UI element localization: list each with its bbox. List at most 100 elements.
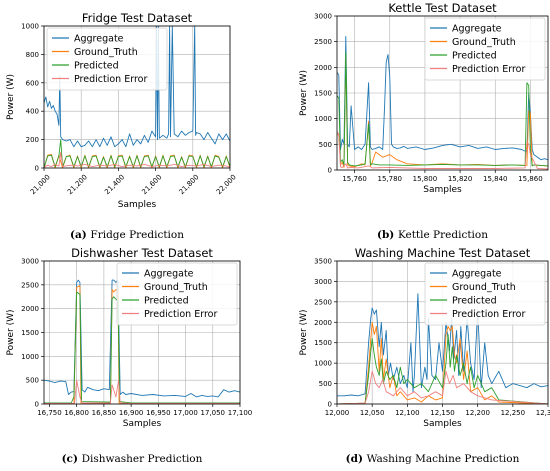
y-tick-label: 2000	[314, 64, 332, 72]
y-tick-label: 0	[328, 401, 332, 409]
series-line-predicted	[44, 139, 230, 168]
figure-caption: (d) Washing Machine Prediction	[346, 453, 520, 465]
series-line-predicted	[44, 291, 240, 404]
legend-box	[424, 17, 546, 81]
x-tick-label: 16,750	[37, 409, 62, 417]
y-tick-label: 500	[319, 141, 332, 149]
y-tick-label: 2000	[314, 319, 332, 327]
legend-entry: Ground_Truth	[74, 47, 138, 58]
series-line-ground-truth	[337, 321, 548, 404]
legend-entry: Ground_Truth	[452, 282, 516, 293]
x-axis-label: Samples	[123, 419, 162, 429]
x-axis-label: Samples	[118, 200, 157, 210]
y-tick-label: 1500	[314, 90, 332, 98]
series-line-aggregate	[44, 26, 230, 148]
x-tick-label: 21,000	[29, 173, 52, 196]
x-tick-label: 12,000	[325, 409, 350, 417]
chart-title: Dishwasher Test Dataset	[71, 246, 213, 260]
y-tick-label: 1000	[21, 353, 39, 361]
legend-entry: Predicted	[74, 60, 119, 71]
x-tick-label: 16,950	[146, 409, 171, 417]
legend-box	[424, 262, 546, 326]
caption-label: (d)	[346, 453, 367, 465]
series-line-predicted	[337, 51, 548, 167]
y-tick-label: 2000	[21, 305, 39, 313]
figure-caption: (a) Fridge Prediction	[70, 229, 184, 241]
y-tick-label: 1500	[314, 339, 332, 347]
x-tick-label: 17,050	[201, 409, 226, 417]
legend-entry: Prediction Error	[144, 309, 217, 320]
y-axis-label: Power (W)	[6, 310, 16, 356]
x-tick-label: 12,150	[430, 409, 455, 417]
series-line-prediction-error	[337, 370, 548, 404]
series-line-prediction-error	[44, 379, 240, 404]
legend-entry: Predicted	[452, 50, 497, 61]
caption-text: Washing Machine Prediction	[367, 453, 520, 465]
series-line-predicted	[337, 334, 548, 404]
y-tick-label: 1000	[314, 360, 332, 368]
x-axis-label: Samples	[423, 419, 462, 429]
figure-caption: (b) Kettle Prediction	[377, 229, 488, 241]
y-axis-label: Power (W)	[299, 70, 309, 116]
y-tick-label: 3000	[314, 278, 332, 286]
legend-entry: Aggregate	[74, 33, 124, 44]
legend-box	[46, 27, 168, 91]
plot-frame	[43, 25, 231, 169]
x-tick-label: 21,600	[140, 173, 163, 196]
y-tick-label: 2500	[314, 38, 332, 46]
chart-panel-1: 21,000 21,200 21,400 21,600 21,800 22,000 0 200…	[6, 11, 238, 241]
y-axis-label: Power (W)	[299, 310, 309, 356]
chart-panel-3: 16,750 16,800 16,850 16,900 16,950 17,000 17,0…	[6, 246, 252, 465]
y-tick-label: 400	[26, 108, 39, 116]
caption-label: (b)	[377, 229, 398, 241]
x-tick-label: 15,760	[342, 175, 367, 183]
legend-entry: Aggregate	[144, 268, 194, 279]
legend-entry: Prediction Error	[452, 309, 525, 320]
series-line-ground-truth	[44, 285, 240, 404]
y-tick-label: 800	[26, 51, 39, 59]
x-tick-label: 21,800	[178, 173, 201, 196]
x-tick-label: 17,100	[228, 409, 253, 417]
legend-box	[116, 262, 238, 326]
x-tick-label: 16,850	[92, 409, 117, 417]
legend-entry: Aggregate	[452, 268, 502, 279]
y-tick-label: 3500	[314, 258, 332, 266]
chart-title: Fridge Test Dataset	[82, 11, 193, 25]
chart-title: Washing Machine Test Dataset	[355, 246, 531, 260]
y-tick-label: 1000	[314, 115, 332, 123]
caption-text: Dishwasher Prediction	[82, 453, 203, 465]
y-tick-label: 500	[319, 380, 332, 388]
x-tick-label: 15,800	[413, 175, 438, 183]
x-tick-label: 15,780	[378, 175, 403, 183]
legend-entry: Prediction Error	[74, 74, 147, 85]
caption-label: (c)	[62, 453, 82, 465]
caption-label: (a)	[70, 229, 90, 241]
x-tick-label: 15,860	[518, 175, 543, 183]
series-line-prediction-error	[337, 131, 548, 170]
caption-text: Fridge Prediction	[90, 229, 184, 241]
series-line-aggregate	[44, 279, 240, 398]
x-tick-label: 12,100	[395, 409, 420, 417]
caption-text: Kettle Prediction	[398, 229, 488, 241]
chart-panel-2: 15,760 15,780 15,800 15,820 15,840 15,860 0 500…	[299, 1, 549, 241]
x-tick-label: 22,000	[215, 173, 238, 196]
y-tick-label: 1000	[21, 23, 39, 31]
x-tick-label: 17,000	[173, 409, 198, 417]
y-tick-label: 0	[35, 401, 39, 409]
chart-panel-4: 12,000 12,050 12,100 12,150 12,200 12,250 12,3…	[299, 246, 550, 465]
x-tick-label: 12,200	[465, 409, 490, 417]
x-tick-label: 12,300	[536, 409, 550, 417]
y-tick-label: 500	[26, 377, 39, 385]
y-tick-label: 600	[26, 79, 39, 87]
legend-entry: Ground_Truth	[144, 282, 208, 293]
chart-title: Kettle Test Dataset	[388, 1, 497, 15]
x-tick-label: 16,800	[64, 409, 89, 417]
y-tick-label: 0	[35, 165, 39, 173]
legend-entry: Prediction Error	[452, 64, 525, 75]
legend-entry: Aggregate	[452, 23, 502, 34]
legend-entry: Predicted	[144, 295, 189, 306]
x-tick-label: 16,900	[119, 409, 144, 417]
x-tick-label: 21,400	[103, 173, 126, 196]
y-tick-label: 0	[328, 167, 332, 175]
